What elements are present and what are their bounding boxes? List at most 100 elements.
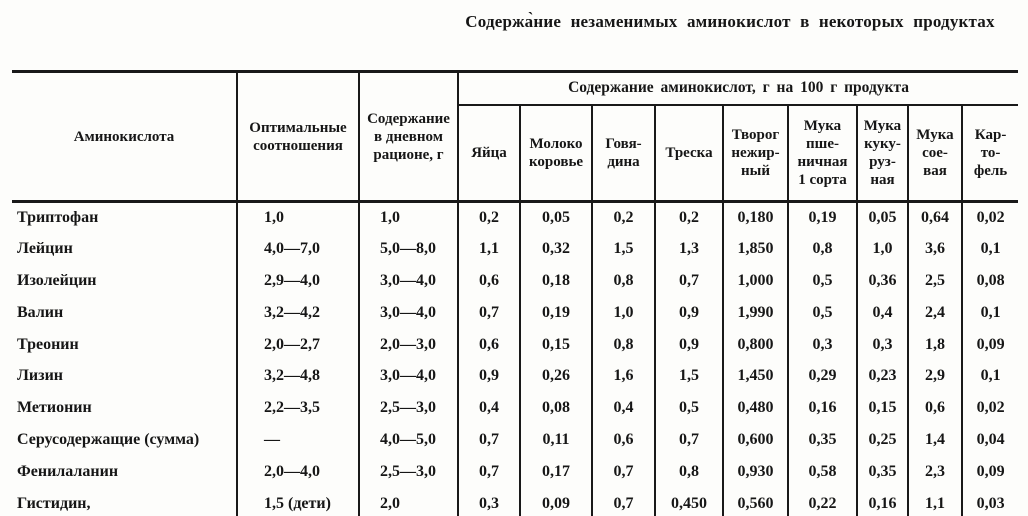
daily-ration-value: 2,0—3,0 (358, 328, 458, 361)
amino-acid-name: Валин (17, 303, 64, 321)
product-value: 0,17 (519, 455, 592, 488)
product-value: 0,6 (591, 424, 655, 456)
product-value: 0,15 (519, 328, 592, 361)
product-value: 0,7 (457, 455, 520, 488)
product-value: 1,3 (654, 233, 723, 266)
product-value: 0,800 (722, 328, 788, 361)
product-value: 0,4 (457, 392, 520, 425)
product-value: 0,9 (654, 296, 723, 329)
product-value: 0,2 (654, 201, 723, 234)
product-value: 0,7 (457, 424, 520, 456)
product-value: 0,8 (591, 328, 655, 361)
col-header-daily-ration: Содержание в дневном рационе, г (358, 71, 458, 203)
optimal-ratio-value: 1,5 (дети) (236, 487, 359, 516)
daily-ration-value: 2,5—3,0 (358, 392, 458, 425)
product-value: 0,09 (960, 328, 1019, 361)
amino-acid-name: Гистидин, (17, 494, 91, 512)
product-value: 0,3 (856, 328, 908, 361)
product-value: 0,25 (856, 424, 908, 456)
table-row: Фенилаланин 2,0—4,0 2,5—3,0 0,7 0,17 0,7 0,… (12, 455, 1019, 488)
daily-ration-value: 3,0—4,0 (358, 296, 458, 329)
amino-acid-table: Аминокислота Оптимальные соотношения Сод… (12, 70, 1019, 516)
col-header-amino-acid: Аминокислота (12, 71, 237, 203)
product-value: 0,5 (654, 392, 723, 425)
product-value: 0,05 (519, 201, 592, 234)
daily-ration-value: 2,5—3,0 (358, 455, 458, 488)
product-value: 1,450 (722, 360, 788, 393)
product-value: 1,4 (907, 424, 962, 456)
product-value: 0,16 (787, 392, 857, 425)
daily-ration-value: 1,0 (358, 201, 458, 234)
product-value: 0,35 (787, 424, 857, 456)
product-value: 1,8 (907, 328, 962, 361)
product-value: 3,6 (907, 233, 962, 266)
amino-acid-name: Изолейцин (17, 271, 97, 289)
col-header-beef: Говя- дина (591, 105, 655, 203)
product-value: 0,03 (960, 487, 1019, 516)
product-value: 0,480 (722, 392, 788, 425)
product-value: 0,9 (654, 328, 723, 361)
col-header-potato: Кар- то- фель (960, 105, 1019, 203)
product-value: 0,26 (519, 360, 592, 393)
table-row: Метионин 2,2—3,5 2,5—3,0 0,4 0,08 0,4 0,5 0,… (12, 392, 1019, 425)
product-value: 0,23 (856, 360, 908, 393)
amino-acid-name: Фенилаланин (17, 462, 119, 480)
table-row: Треонин 2,0—2,7 2,0—3,0 0,6 0,15 0,8 0,9 0,8… (12, 328, 1019, 361)
table-body: Триптофан 1,0 1,0 0,2 0,05 0,2 0,2 0,180 0,19… (12, 201, 1019, 516)
page-title: Содержа̀ние незаменимых аминокислот в не… (465, 12, 995, 31)
product-value: 0,09 (960, 455, 1019, 488)
product-value: 0,3 (787, 328, 857, 361)
product-value: 0,32 (519, 233, 592, 266)
amino-acid-name: Триптофан (17, 209, 99, 227)
product-value: 1,1 (907, 487, 962, 516)
col-header-soy-flour: Мука сое- вая (907, 105, 962, 203)
table-row: Триптофан 1,0 1,0 0,2 0,05 0,2 0,2 0,180 0,19… (12, 201, 1019, 234)
product-value: 0,15 (856, 392, 908, 425)
product-value: 0,09 (519, 487, 592, 516)
product-value: 0,6 (457, 265, 520, 297)
product-value: 0,58 (787, 455, 857, 488)
product-value: 0,7 (457, 296, 520, 329)
product-value: 0,02 (960, 392, 1019, 425)
daily-ration-value: 5,0—8,0 (358, 233, 458, 266)
product-value: 0,35 (856, 455, 908, 488)
optimal-ratio-value: 3,2—4,2 (236, 296, 359, 329)
table-row: Валин 3,2—4,2 3,0—4,0 0,7 0,19 1,0 0,9 1,990… (12, 296, 1019, 329)
product-value: 0,3 (457, 487, 520, 516)
product-value: 0,22 (787, 487, 857, 516)
product-value: 0,1 (960, 360, 1019, 393)
product-value: 0,450 (654, 487, 723, 516)
table-header: Аминокислота Оптимальные соотношения Сод… (12, 71, 1019, 203)
amino-acid-name: Лизин (17, 367, 64, 385)
product-value: 0,7 (591, 487, 655, 516)
product-value: 0,2 (591, 201, 655, 234)
daily-ration-value: 3,0—4,0 (358, 265, 458, 297)
table-row: Лейцин 4,0—7,0 5,0—8,0 1,1 0,32 1,5 1,3 1,85… (12, 233, 1019, 266)
product-value: 0,180 (722, 201, 788, 234)
product-value: 0,4 (856, 296, 908, 329)
product-value: 2,4 (907, 296, 962, 329)
product-value: 0,29 (787, 360, 857, 393)
product-value: 0,8 (591, 265, 655, 297)
daily-ration-value: 3,0—4,0 (358, 360, 458, 393)
header-row-products: Яйца Молоко коровье Говя- дина Треска Тв… (12, 105, 1019, 203)
col-header-optimal-ratios: Оптимальные соотношения (236, 71, 359, 203)
col-header-wheat-flour: Мука пше- ничная 1 сорта (787, 105, 857, 203)
product-value: 0,2 (457, 201, 520, 234)
product-value: 0,11 (519, 424, 592, 456)
col-header-cow-milk: Молоко коровье (519, 105, 592, 203)
optimal-ratio-value: 2,2—3,5 (236, 392, 359, 425)
product-value: 0,6 (907, 392, 962, 425)
product-value: 2,9 (907, 360, 962, 393)
optimal-ratio-value: 4,0—7,0 (236, 233, 359, 266)
product-value: 2,5 (907, 265, 962, 297)
product-value: 1,850 (722, 233, 788, 266)
optimal-ratio-value: 2,0—2,7 (236, 328, 359, 361)
product-value: 1,0 (856, 233, 908, 266)
product-value: 0,04 (960, 424, 1019, 456)
amino-acid-name: Метионин (17, 399, 92, 417)
product-value: 0,02 (960, 201, 1019, 234)
table-row: Лизин 3,2—4,8 3,0—4,0 0,9 0,26 1,6 1,5 1,450… (12, 360, 1019, 393)
product-value: 0,7 (591, 455, 655, 488)
